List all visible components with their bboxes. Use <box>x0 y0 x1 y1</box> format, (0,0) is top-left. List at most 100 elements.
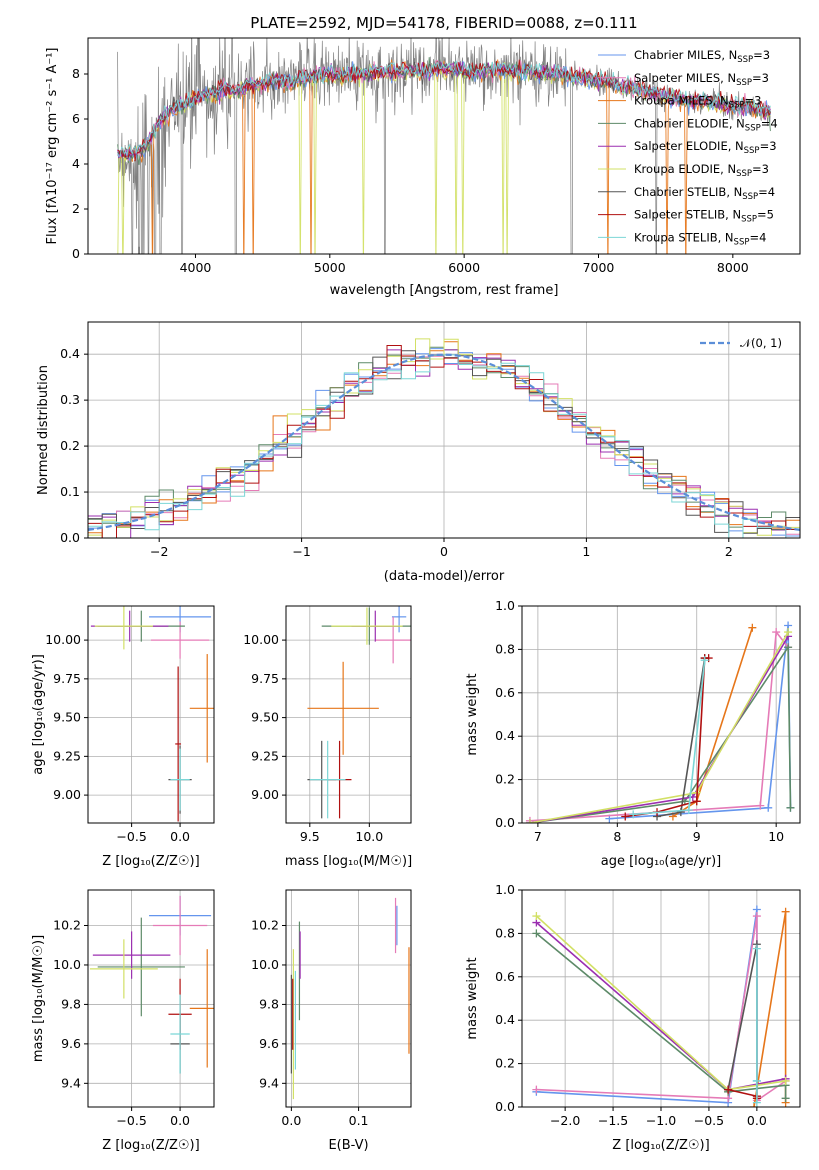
legend-entry: Salpeter ELODIE, NSSP=3 <box>634 139 777 156</box>
ytick-label: 0.2 <box>495 772 515 787</box>
ytick-label: 9.4 <box>61 1075 81 1090</box>
plot-area <box>89 895 214 1074</box>
mass-weight-marker <box>748 623 757 632</box>
ytick-label: 0.4 <box>495 1012 515 1027</box>
xtick-label: −0.5 <box>694 1113 724 1128</box>
xtick-label: 10 <box>768 829 784 844</box>
legend-entry: Salpeter MILES, NSSP=3 <box>634 71 769 88</box>
xtick-label: −0.5 <box>116 1113 146 1128</box>
xtick-label: 10.0 <box>355 829 383 844</box>
mass-weight-marker <box>532 929 541 938</box>
ytick-label: 9.25 <box>53 748 81 763</box>
spectrum-xtick-label: 6000 <box>448 260 480 275</box>
spectrum-frame <box>87 37 801 255</box>
ytick-label: 9.8 <box>61 996 81 1011</box>
mass-weight-line <box>753 911 787 1107</box>
residual-ylabel: Normed distribution <box>36 365 51 495</box>
ytick-label: 10.00 <box>45 632 81 647</box>
spectrum-xlabel: wavelength [Angstrom, rest frame] <box>330 283 559 298</box>
ytick-label: 9.75 <box>53 671 81 686</box>
model-spectrum-line <box>117 59 771 161</box>
panel-frame <box>87 889 215 1108</box>
mass-weight-marker <box>752 912 761 921</box>
residual-ytick-label: 0.4 <box>60 346 80 361</box>
ytick-label: 9.4 <box>259 1075 279 1090</box>
residual-ytick-label: 0.3 <box>60 392 80 407</box>
residual-ytick-label: 0.2 <box>60 438 80 453</box>
spectrum-ytick-label: 0 <box>72 246 80 261</box>
ytick-label: 10.0 <box>251 957 279 972</box>
ytick-label: 0.0 <box>495 1099 515 1114</box>
residual-panel: −2 −1 0 1 2 0.0 0.1 0.2 0.3 0.4 (data-model)/erro… <box>36 321 801 584</box>
mass-weight-marker <box>525 819 534 823</box>
residual-legend: 𝒩(0, 1) <box>700 336 782 350</box>
xtick-label: 0.0 <box>747 1113 767 1128</box>
residual-xtick-label: 1 <box>582 544 590 559</box>
residual-ytick-label: 0.0 <box>60 530 80 545</box>
xtick-label: 0.0 <box>170 829 190 844</box>
plot-area <box>290 897 410 1100</box>
ytick-label: 9.00 <box>53 787 81 802</box>
mass-weight-marker <box>781 907 790 916</box>
panel-xlabel: age [log₁₀(age/yr)] <box>601 854 722 869</box>
legend-entry: Kroupa MILES, NSSP=3 <box>634 94 761 111</box>
mass-weight-marker <box>752 944 761 953</box>
panel-frame <box>521 605 801 824</box>
xtick-label: −1.0 <box>646 1113 676 1128</box>
xtick-label: 8 <box>613 829 621 844</box>
residual-histogram <box>88 345 800 539</box>
mass-weight-marker <box>781 1076 790 1085</box>
legend-entry: Chabrier STELIB, NSSP=4 <box>634 185 775 202</box>
panel-frame <box>87 605 215 824</box>
mass-weight-marker <box>700 656 709 665</box>
ytick-label: 0.2 <box>495 1056 515 1071</box>
panel-frame <box>285 889 412 1108</box>
mass-weight-marker <box>781 1094 790 1103</box>
plot-area <box>525 621 795 823</box>
plot-area <box>532 905 790 1107</box>
ytick-label: 1.0 <box>495 598 515 613</box>
spectrum-ylabel: Flux [fλ10⁻¹⁷ erg cm⁻² s⁻¹ A⁻¹] <box>45 48 60 245</box>
spectrum-ytick-label: 6 <box>72 111 80 126</box>
mass-weight-marker <box>724 1085 733 1094</box>
mass-weight-marker <box>764 803 773 812</box>
mass-weight-line <box>633 660 706 816</box>
panel-xlabel: mass [log₁₀(M/M☉)] <box>285 854 412 869</box>
mass-weight-marker <box>532 912 541 921</box>
xtick-label: −1.5 <box>598 1113 628 1128</box>
mass-weight-marker <box>532 1085 541 1094</box>
mass-weight-marker <box>772 628 781 637</box>
ytick-label: 9.6 <box>61 1036 81 1051</box>
xtick-label: 9 <box>693 829 701 844</box>
legend-entry: Chabrier ELODIE, NSSP=4 <box>634 116 778 133</box>
spectrum-lines <box>117 38 771 254</box>
spectrum-xtick-label: 8000 <box>717 260 749 275</box>
plot-area <box>90 606 214 822</box>
panel-frame <box>285 605 412 824</box>
legend-entry: Kroupa STELIB, NSSP=4 <box>634 230 766 247</box>
massweight-vs-age-panel: 7 8 9 10 0.0 0.2 0.4 0.6 0.8 1.0 age [log₁₀(age/yr… <box>465 598 801 869</box>
ytick-label: 0.0 <box>495 815 515 830</box>
panel-xlabel: E(B-V) <box>328 1138 368 1153</box>
ytick-label: 0.8 <box>495 925 515 940</box>
xtick-label: −2.0 <box>550 1113 580 1128</box>
mass-weight-marker <box>784 643 793 652</box>
residual-histogram <box>88 354 800 539</box>
ytick-label: 0.8 <box>495 641 515 656</box>
mass-vs-Z-panel: −0.5 0.0 9.4 9.6 9.8 10.0 10.2 Z [log₁₀(Z/Z☉)] m… <box>31 889 215 1153</box>
panel-xlabel: Z [log₁₀(Z/Z☉)] <box>612 1138 709 1153</box>
mass-weight-marker <box>786 803 795 812</box>
mass-weight-marker <box>752 1076 761 1085</box>
ytick-label: 9.50 <box>251 710 279 725</box>
panel-ylabel: mass weight <box>465 673 480 755</box>
age-vs-Z-panel: −0.5 0.0 9.00 9.25 9.50 9.75 10.00 Z [log₁₀(Z/Z… <box>31 605 215 869</box>
massweight-vs-Z-panel: −2.0 −1.5 −1.0 −0.5 0.0 0.0 0.2 0.4 0.6 0.8 1.0 Z [… <box>465 882 801 1153</box>
ytick-label: 0.6 <box>495 685 515 700</box>
mass-weight-marker <box>756 801 765 810</box>
mass-weight-marker <box>676 808 685 817</box>
model-spectrum-line <box>117 60 771 160</box>
residual-xtick-label: −1 <box>292 544 310 559</box>
residual-xtick-label: −2 <box>150 544 168 559</box>
residual-xtick-label: 0 <box>440 544 448 559</box>
